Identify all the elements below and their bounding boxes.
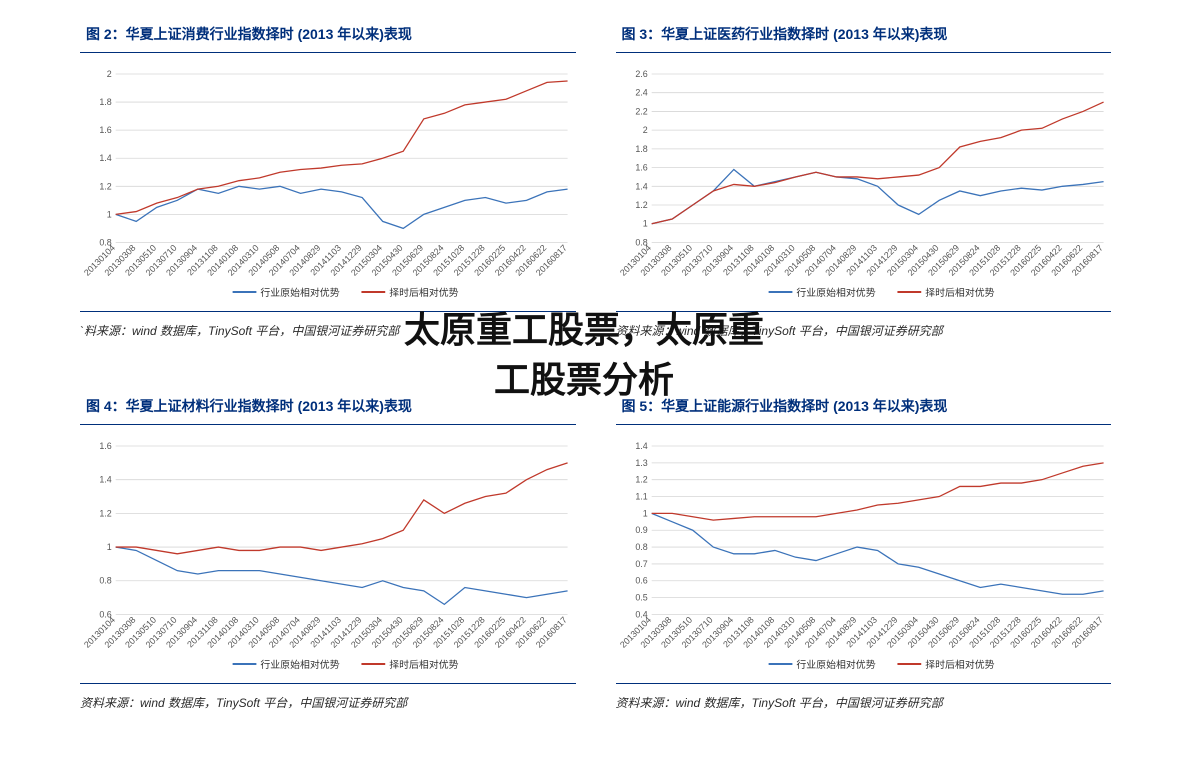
svg-text:1: 1 <box>107 209 112 219</box>
svg-text:1: 1 <box>107 542 112 552</box>
chart-area: 0.60.811.21.41.6201301042013030820130510… <box>80 435 576 675</box>
chart-area: 0.811.21.41.61.822.22.42.620130104201303… <box>616 63 1112 303</box>
svg-text:1.1: 1.1 <box>635 492 647 502</box>
svg-text:行业原始相对优势: 行业原始相对优势 <box>796 658 875 671</box>
svg-text:1.2: 1.2 <box>635 475 647 485</box>
line-chart: 0.60.811.21.41.6201301042013030820130510… <box>80 435 576 675</box>
svg-text:1.3: 1.3 <box>635 458 647 468</box>
panel-title: 图 5：华夏上证能源行业指数择时 (2013 年以来)表现 <box>616 392 1112 425</box>
svg-text:1.2: 1.2 <box>635 200 647 210</box>
svg-text:1.8: 1.8 <box>99 97 111 107</box>
svg-text:0.7: 0.7 <box>635 559 647 569</box>
svg-text:择时后相对优势: 择时后相对优势 <box>925 658 994 671</box>
svg-text:1.2: 1.2 <box>99 181 111 191</box>
svg-text:2: 2 <box>642 125 647 135</box>
svg-text:2.2: 2.2 <box>635 106 647 116</box>
svg-text:择时后相对优势: 择时后相对优势 <box>925 286 994 299</box>
svg-text:行业原始相对优势: 行业原始相对优势 <box>796 286 875 299</box>
svg-text:1: 1 <box>642 508 647 518</box>
svg-text:2: 2 <box>107 69 112 79</box>
svg-text:0.6: 0.6 <box>635 576 647 586</box>
chart-grid: 图 2：华夏上证消费行业指数择时 (2013 年以来)表现 0.8 1 1.2 1.4… <box>0 0 1191 774</box>
svg-text:1: 1 <box>642 219 647 229</box>
svg-text:1.4: 1.4 <box>635 181 647 191</box>
source-text: 资料来源：wind 数据库，TinySoft 平台，中国银河证券研究部 <box>616 311 1112 339</box>
svg-text:1.4: 1.4 <box>635 441 647 451</box>
svg-text:2.4: 2.4 <box>635 88 647 98</box>
svg-text:1.2: 1.2 <box>99 508 111 518</box>
panel-chart5: 图 5：华夏上证能源行业指数择时 (2013 年以来)表现 0.40.50.60… <box>616 392 1112 754</box>
source-text: 资料来源：wind 数据库，TinySoft 平台，中国银河证券研究部 <box>616 683 1112 711</box>
line-chart: 0.811.21.41.61.8220130104201303082013051… <box>80 63 576 303</box>
svg-text:0.8: 0.8 <box>635 542 647 552</box>
svg-text:择时后相对优势: 择时后相对优势 <box>389 658 458 671</box>
panel-title: 图 3：华夏上证医药行业指数择时 (2013 年以来)表现 <box>616 20 1112 53</box>
svg-text:1.6: 1.6 <box>635 163 647 173</box>
panel-title: 图 2：华夏上证消费行业指数择时 (2013 年以来)表现 <box>80 20 576 53</box>
svg-text:0.8: 0.8 <box>99 576 111 586</box>
panel-chart3: 图 3：华夏上证医药行业指数择时 (2013 年以来)表现 0.811.21.4… <box>616 20 1112 382</box>
svg-text:行业原始相对优势: 行业原始相对优势 <box>260 286 339 299</box>
svg-text:1.4: 1.4 <box>99 475 111 485</box>
svg-text:2.6: 2.6 <box>635 69 647 79</box>
svg-text:行业原始相对优势: 行业原始相对优势 <box>260 658 339 671</box>
panel-title: 图 4：华夏上证材料行业指数择时 (2013 年以来)表现 <box>80 392 576 425</box>
svg-text:1.4: 1.4 <box>99 153 111 163</box>
svg-text:0.5: 0.5 <box>635 593 647 603</box>
source-text: `料来源：wind 数据库，TinySoft 平台，中国银河证券研究部 <box>80 311 576 339</box>
svg-text:0.9: 0.9 <box>635 525 647 535</box>
chart-area: 0.811.21.41.61.8220130104201303082013051… <box>80 63 576 303</box>
panel-chart4: 图 4：华夏上证材料行业指数择时 (2013 年以来)表现 0.60.811.2… <box>80 392 576 754</box>
svg-text:1.8: 1.8 <box>635 144 647 154</box>
svg-text:择时后相对优势: 择时后相对优势 <box>389 286 458 299</box>
source-text: 资料来源：wind 数据库，TinySoft 平台，中国银河证券研究部 <box>80 683 576 711</box>
line-chart: 0.40.50.60.70.80.911.11.21.31.4201301042… <box>616 435 1112 675</box>
line-chart: 0.811.21.41.61.822.22.42.620130104201303… <box>616 63 1112 303</box>
svg-text:1.6: 1.6 <box>99 441 111 451</box>
panel-chart2: 图 2：华夏上证消费行业指数择时 (2013 年以来)表现 0.811.21.4… <box>80 20 576 382</box>
chart-area: 0.40.50.60.70.80.911.11.21.31.4201301042… <box>616 435 1112 675</box>
svg-text:1.6: 1.6 <box>99 125 111 135</box>
